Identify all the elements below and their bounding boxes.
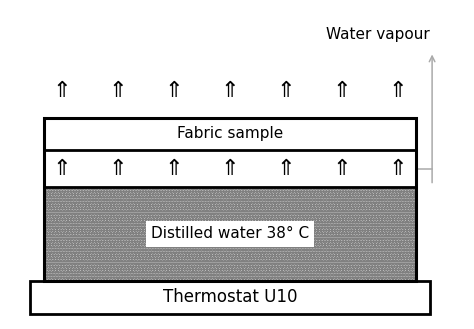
- Text: ⇑: ⇑: [333, 81, 351, 101]
- Text: ⇑: ⇑: [109, 81, 127, 101]
- Text: ⇑: ⇑: [221, 81, 239, 101]
- Bar: [44, 187, 416, 281]
- Text: ⇑: ⇑: [277, 81, 295, 101]
- Text: ⇑: ⇑: [53, 81, 71, 101]
- Text: ⇑: ⇑: [333, 159, 351, 179]
- Text: ⇑: ⇑: [164, 81, 183, 101]
- Bar: [30, 281, 430, 315]
- Text: Water vapour: Water vapour: [326, 27, 430, 42]
- Bar: [44, 118, 416, 281]
- Text: ⇑: ⇑: [389, 159, 408, 179]
- Text: Distilled water 38° C: Distilled water 38° C: [151, 226, 309, 241]
- Text: ⇑: ⇑: [53, 159, 71, 179]
- Text: Thermostat U10: Thermostat U10: [163, 289, 297, 307]
- Text: ⇑: ⇑: [389, 81, 408, 101]
- Text: ⇑: ⇑: [221, 159, 239, 179]
- Text: ⇑: ⇑: [164, 159, 183, 179]
- Text: ⇑: ⇑: [277, 159, 295, 179]
- Text: ⇑: ⇑: [109, 159, 127, 179]
- Text: Fabric sample: Fabric sample: [177, 126, 283, 141]
